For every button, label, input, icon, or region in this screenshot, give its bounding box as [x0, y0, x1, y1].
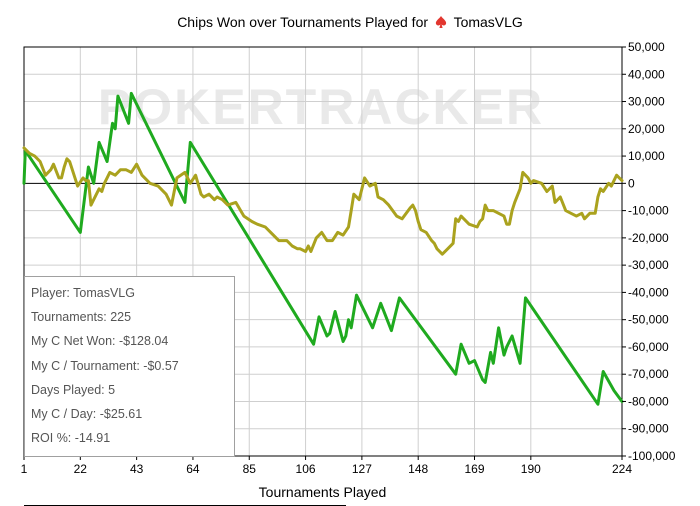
y-tick-label: -90,000 [628, 422, 669, 436]
watermark-text: POKERTRACKER [98, 79, 544, 135]
y-tick-label: -30,000 [628, 258, 669, 272]
stat-days-played: Days Played: 5 [31, 382, 116, 397]
y-tick-label: -100,000 [628, 449, 676, 463]
x-tick-label: 64 [186, 462, 200, 476]
y-tick-label: 10,000 [628, 149, 665, 163]
x-tick-label: 190 [521, 462, 541, 476]
y-tick-label: -50,000 [628, 313, 669, 327]
x-tick-label: 85 [243, 462, 257, 476]
stat-player: Player: TomasVLG [31, 286, 135, 300]
series-line-1 [22, 91, 624, 406]
y-tick-label: -70,000 [628, 367, 669, 381]
x-axis: 1 22 43 64 85 106 127 148 169 190 224 [21, 456, 632, 476]
plot-area [23, 46, 623, 457]
y-tick-label: 50,000 [628, 40, 665, 54]
x-axis-label: Tournaments Played [258, 484, 387, 500]
y-tick-label: 0 [628, 176, 635, 190]
series-group [22, 91, 624, 406]
x-tick-label: 106 [296, 462, 316, 476]
y-tick-label: -20,000 [628, 231, 669, 245]
y-tick-label: 40,000 [628, 67, 665, 81]
x-tick-label: 43 [130, 462, 144, 476]
y-tick-label: 30,000 [628, 95, 665, 109]
x-tick-label: 22 [74, 462, 88, 476]
stat-per-day: My C / Day: -$25.61 [31, 406, 143, 421]
y-tick-label: -10,000 [628, 204, 669, 218]
y-tick-label: -60,000 [628, 340, 669, 354]
y-tick-label: -80,000 [628, 394, 669, 408]
stats-box: Player: TomasVLG Tournaments: 225 My C N… [24, 276, 235, 457]
chart-title-prefix: Chips Won over Tournaments Played for [177, 14, 429, 30]
stat-per-tournament: My C / Tournament: -$0.57 [31, 358, 179, 373]
stat-roi: ROI %: -14.91 [31, 431, 111, 446]
y-axis: 50,000 40,000 30,000 20,000 10,000 0 -10,000 -2… [622, 40, 676, 463]
chart-title-player: TomasVLG [453, 14, 523, 30]
y-tick-label: 20,000 [628, 122, 665, 136]
chart-title: Chips Won over Tournaments Played for To… [0, 14, 700, 32]
x-tick-label: 169 [464, 462, 484, 476]
y-tick-label: -40,000 [628, 285, 669, 299]
x-tick-label: 224 [612, 462, 632, 476]
x-tick-label: 148 [408, 462, 428, 476]
spade-icon [434, 15, 448, 32]
x-tick-label: 127 [352, 462, 372, 476]
stat-tournaments: Tournaments: 225 [31, 310, 132, 325]
x-tick-label: 1 [21, 462, 28, 476]
stat-net-won: My C Net Won: -$128.04 [31, 334, 169, 349]
series-line-2 [22, 146, 624, 256]
